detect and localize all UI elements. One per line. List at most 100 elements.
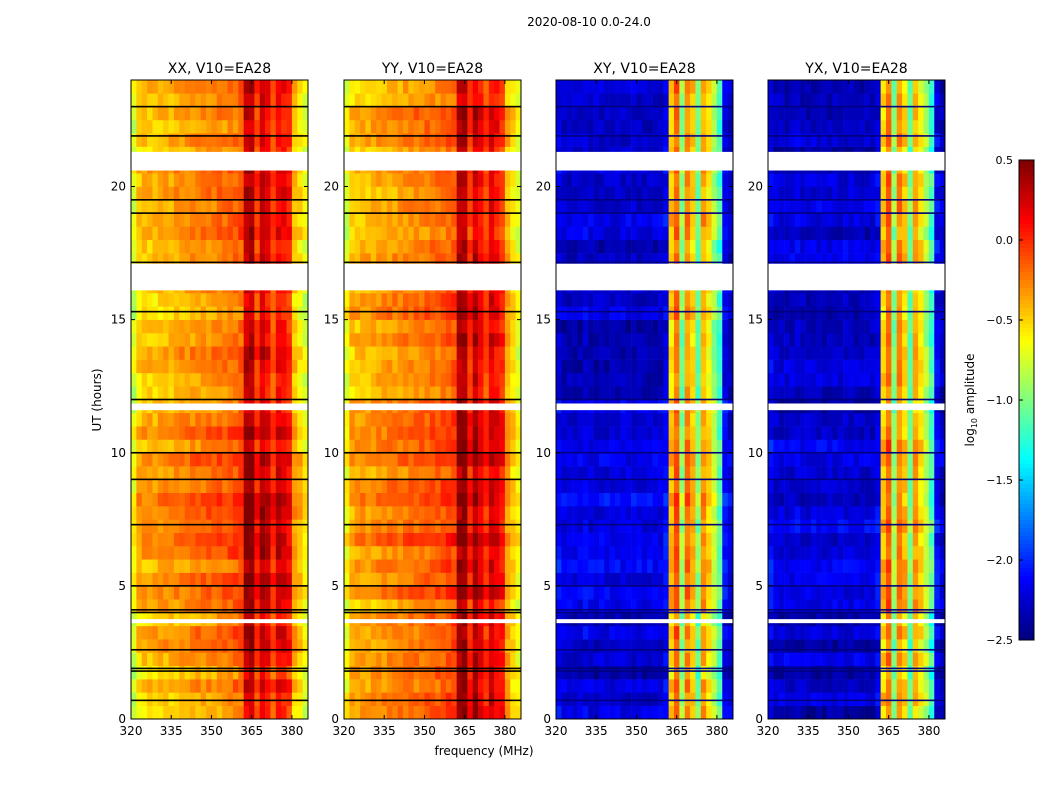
- heatmap-cell: [408, 599, 415, 613]
- heatmap-cell: [684, 599, 691, 613]
- heatmap-cell: [173, 213, 180, 227]
- heatmap-cell: [647, 372, 653, 387]
- heatmap-cell: [200, 545, 207, 560]
- heatmap-cell: [392, 665, 398, 680]
- heatmap-cell: [344, 213, 350, 227]
- heatmap-cell: [136, 506, 143, 520]
- heatmap-cell: [179, 386, 185, 400]
- heatmap-cell: [636, 426, 643, 440]
- heatmap-cell: [510, 173, 516, 187]
- heatmap-cell: [249, 545, 255, 560]
- heatmap-cell: [462, 306, 468, 320]
- heatmap-cell: [270, 213, 277, 227]
- heatmap-cell: [397, 439, 404, 454]
- heatmap-cell: [631, 545, 637, 560]
- heatmap-cell: [270, 119, 277, 134]
- heatmap-cell: [259, 705, 266, 720]
- heatmap-cell: [381, 639, 388, 653]
- heatmap-cell: [227, 319, 234, 334]
- heatmap-cell: [572, 492, 578, 507]
- heatmap-cell: [141, 639, 148, 653]
- heatmap-cell: [386, 519, 393, 533]
- heatmap-cell: [136, 306, 143, 320]
- heatmap-cell: [577, 106, 584, 121]
- heatmap-cell: [259, 332, 266, 347]
- heatmap-cell: [615, 186, 621, 201]
- heatmap-cell: [131, 692, 137, 706]
- heatmap-cell: [365, 332, 372, 347]
- heatmap-cell: [195, 545, 202, 560]
- heatmap-cell: [227, 452, 234, 467]
- heatmap-cell: [727, 412, 734, 427]
- heatmap-cell: [206, 319, 212, 334]
- heatmap-cell: [419, 639, 425, 653]
- heatmap-cell: [168, 625, 175, 640]
- heatmap-cell: [440, 186, 447, 201]
- heatmap-cell: [376, 173, 382, 187]
- heatmap-cell: [254, 559, 261, 573]
- heatmap-cell: [647, 545, 653, 560]
- heatmap-cell: [168, 106, 175, 121]
- heatmap-cell: [657, 479, 664, 493]
- heatmap-cell: [700, 319, 707, 334]
- heatmap-cell: [286, 173, 293, 187]
- heatmap-cell: [424, 359, 431, 374]
- heatmap-cell: [157, 213, 164, 227]
- heatmap-cell: [494, 306, 500, 320]
- heatmap-cell: [440, 412, 447, 427]
- heatmap-cell: [297, 306, 303, 320]
- heatmap-cell: [663, 106, 669, 121]
- heatmap-cell: [684, 639, 691, 653]
- heatmap-cell: [716, 226, 723, 241]
- heatmap-cell: [227, 359, 234, 374]
- heatmap-cell: [679, 119, 686, 134]
- heatmap-cell: [370, 332, 377, 347]
- heatmap-cell: [232, 599, 239, 613]
- heatmap-cell: [478, 319, 484, 334]
- heatmap-cell: [370, 346, 377, 360]
- heatmap-cell: [700, 452, 707, 467]
- heatmap-cell: [216, 106, 223, 121]
- heatmap-cell: [281, 199, 287, 214]
- heatmap-cell: [668, 545, 675, 560]
- heatmap-cell: [561, 372, 568, 387]
- heatmap-cell: [265, 106, 271, 121]
- heatmap-cell: [588, 506, 594, 520]
- heatmap-cell: [615, 119, 621, 134]
- heatmap-cell: [386, 359, 393, 374]
- heatmap-cell: [711, 545, 718, 560]
- heatmap-cell: [238, 705, 244, 720]
- heatmap-cell: [291, 532, 298, 547]
- heatmap-cell: [494, 639, 500, 653]
- heatmap-cell: [631, 506, 637, 520]
- heatmap-cell: [615, 692, 621, 706]
- heatmap-cell: [727, 506, 734, 520]
- heatmap-cell: [254, 679, 261, 693]
- heatmap-cell: [462, 293, 468, 307]
- heatmap-cell: [184, 106, 191, 121]
- heatmap-cell: [429, 346, 436, 360]
- heatmap-cell: [365, 226, 372, 241]
- heatmap-cell: [690, 306, 696, 320]
- heatmap-cell: [577, 652, 584, 667]
- heatmap-cell: [206, 186, 212, 201]
- heatmap-cell: [397, 625, 404, 640]
- heatmap-cell: [397, 572, 404, 587]
- heatmap-cell: [397, 359, 404, 374]
- heatmap-cell: [494, 439, 500, 454]
- heatmap-cell: [451, 319, 457, 334]
- heatmap-cell: [195, 705, 202, 720]
- heatmap-cell: [690, 466, 696, 480]
- heatmap-cell: [700, 80, 707, 94]
- heatmap-cell: [716, 625, 723, 640]
- heatmap-cell: [297, 692, 303, 706]
- heatmap-cell: [668, 372, 675, 387]
- heatmap-cell: [179, 319, 185, 334]
- heatmap-cell: [286, 506, 293, 520]
- heatmap-cell: [598, 665, 605, 680]
- heatmap-cell: [270, 386, 277, 400]
- heatmap-cell: [131, 466, 137, 480]
- heatmap-cell: [259, 93, 266, 107]
- heatmap-cell: [403, 692, 409, 706]
- heatmap-cell: [510, 293, 516, 307]
